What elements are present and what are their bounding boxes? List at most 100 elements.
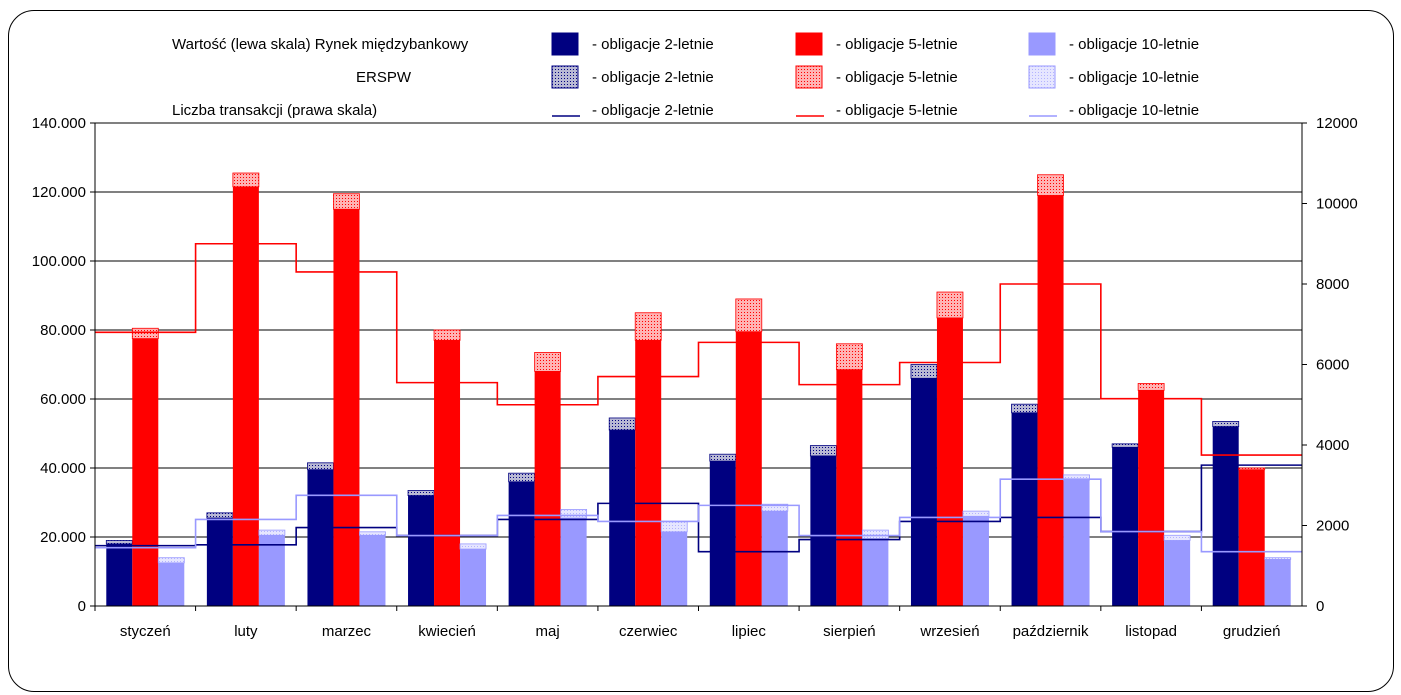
bar (258, 535, 285, 606)
legend-item-label: - obligacje 2-letnie (592, 69, 714, 86)
left-tick-label: 40.000 (40, 460, 86, 477)
bar (1212, 426, 1239, 606)
legend-item-label: - obligacje 10-letnie (1069, 69, 1199, 86)
bar (408, 495, 435, 606)
bar (910, 378, 937, 606)
category-label: październik (1013, 623, 1089, 640)
bar-erspw (1264, 557, 1292, 560)
legend-row-label: Wartość (lewa skala) Rynek międzybankowy (172, 36, 469, 53)
bar (936, 317, 963, 606)
right-tick-label: 2000 (1316, 518, 1349, 535)
legend-swatch (795, 65, 823, 89)
legend-swatch (1028, 65, 1056, 89)
bar (508, 481, 535, 606)
legend-row-label: ERSPW (356, 69, 412, 86)
bar-erspw (962, 510, 990, 517)
bar (862, 538, 889, 606)
bar-erspw (407, 490, 435, 496)
bar-erspw (910, 364, 938, 379)
legend-swatch (551, 65, 579, 89)
series-line (95, 242, 1302, 456)
bar-erspw (157, 557, 185, 564)
bar (232, 186, 259, 606)
left-tick-label: 120.000 (32, 184, 86, 201)
bar-erspw (761, 503, 789, 512)
left-tick-label: 20.000 (40, 529, 86, 546)
legend-swatch (551, 32, 579, 56)
right-tick-label: 8000 (1316, 276, 1349, 293)
right-tick-label: 0 (1316, 598, 1324, 615)
bar (761, 511, 788, 606)
bar (560, 518, 587, 606)
category-label: sierpień (823, 623, 876, 640)
left-tick-label: 140.000 (32, 115, 86, 132)
category-label: marzec (322, 623, 372, 640)
category-label: kwiecień (418, 623, 476, 640)
left-tick-label: 60.000 (40, 391, 86, 408)
bar-erspw (232, 172, 260, 188)
bar (534, 371, 561, 606)
bar-erspw (608, 417, 636, 431)
bar-erspw (307, 462, 334, 471)
right-tick-label: 12000 (1316, 115, 1358, 132)
series-line (95, 478, 1302, 553)
bar (810, 455, 837, 606)
left-tick-label: 100.000 (32, 253, 86, 270)
bar (206, 518, 233, 606)
bar-erspw (1238, 467, 1266, 471)
bar (158, 562, 185, 606)
legend-item-label: - obligacje 2-letnie (592, 102, 714, 119)
bar-erspw (1111, 443, 1139, 448)
bar-erspw (1212, 421, 1240, 427)
left-tick-label: 0 (78, 598, 86, 615)
legend-item-label: - obligacje 5-letnie (836, 69, 958, 86)
bar-erspw (560, 508, 588, 519)
bar-erspw (333, 193, 360, 210)
bar-erspw (634, 312, 662, 341)
bar-erspw (1137, 383, 1165, 391)
bar-erspw (1037, 174, 1064, 196)
bar-erspw (1063, 474, 1090, 481)
bar-erspw (206, 512, 234, 519)
category-label: lipiec (732, 623, 767, 640)
bar (735, 331, 762, 606)
bar-erspw (1163, 534, 1191, 541)
bar-erspw (936, 291, 964, 319)
right-tick-label: 6000 (1316, 357, 1349, 374)
legend-item-label: - obligacje 2-letnie (592, 36, 714, 53)
bar (307, 469, 334, 606)
bar (1264, 559, 1291, 606)
bar (609, 430, 636, 606)
bar (1138, 390, 1165, 606)
bar (1063, 480, 1090, 606)
bar (1164, 540, 1191, 606)
legend-swatch (1028, 32, 1056, 56)
category-label: grudzień (1223, 623, 1281, 640)
bar (709, 461, 736, 606)
bar-erspw (459, 543, 487, 550)
bar (434, 340, 461, 606)
category-label: czerwiec (619, 623, 678, 640)
bar-erspw (508, 472, 536, 483)
category-label: maj (536, 623, 560, 640)
right-tick-label: 4000 (1316, 437, 1349, 454)
right-tick-label: 10000 (1316, 196, 1358, 213)
category-label: listopad (1125, 623, 1177, 640)
category-label: styczeń (120, 623, 171, 640)
bar (359, 535, 386, 606)
bar (635, 340, 662, 606)
bar-erspw (835, 343, 863, 371)
bar (1037, 195, 1064, 606)
legend-row-label: Liczba transakcji (prawa skala) (172, 102, 377, 119)
bar-erspw (861, 529, 889, 540)
bar-erspw (809, 445, 837, 457)
legend-item-label: - obligacje 10-letnie (1069, 36, 1199, 53)
bar-erspw (359, 531, 386, 536)
bar-erspw (131, 327, 159, 340)
category-label: wrzesień (919, 623, 979, 640)
bar-erspw (258, 529, 286, 536)
legend-swatch (795, 32, 823, 56)
legend-item-label: - obligacje 5-letnie (836, 36, 958, 53)
bar (333, 209, 360, 606)
bar-erspw (433, 329, 461, 341)
